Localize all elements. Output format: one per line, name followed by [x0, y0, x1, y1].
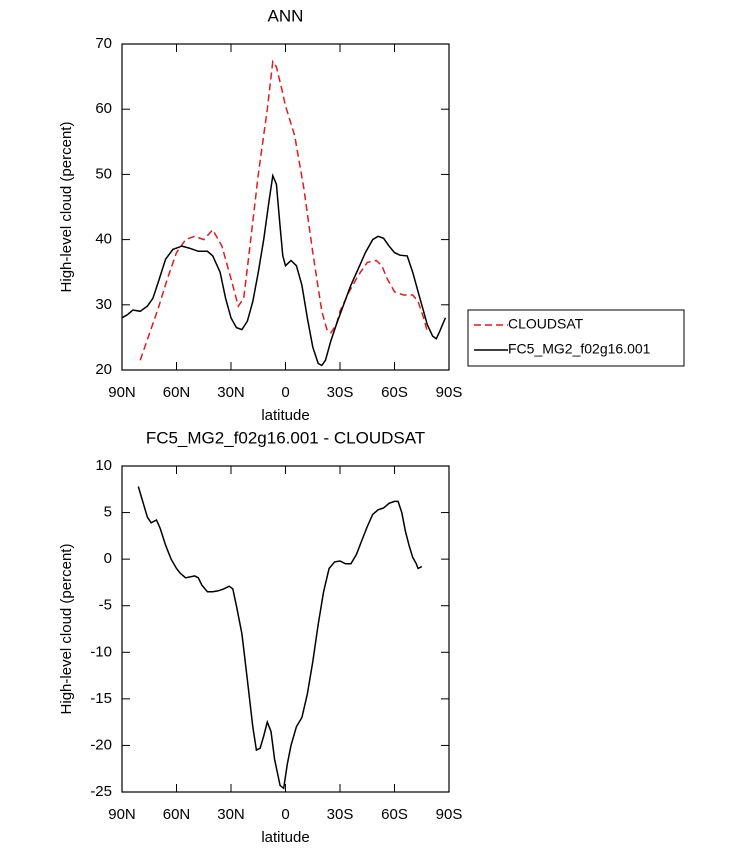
legend-label: FC5_MG2_f02g16.001: [508, 341, 651, 357]
x-tick-label: 60S: [381, 384, 408, 401]
y-tick-label: 5: [104, 504, 112, 521]
plot-frame: [121, 465, 450, 793]
x-tick-label: 0: [281, 384, 289, 401]
x-tick-label: 90N: [108, 806, 136, 823]
y-tick-label: -10: [90, 643, 112, 660]
x-tick-label: 60N: [163, 806, 191, 823]
x-tick-label: 30S: [327, 384, 354, 401]
y-tick-label: 60: [95, 100, 112, 117]
data-line: [121, 172, 447, 367]
x-tick-label: 30N: [217, 806, 245, 823]
chart-title: ANN: [268, 6, 304, 25]
y-tick-label: -5: [99, 597, 112, 614]
x-tick-label: 90N: [108, 384, 136, 401]
x-tick-label: 0: [281, 806, 289, 823]
plot-frame: [121, 43, 450, 371]
y-axis-label: High-level cloud (percent): [58, 122, 75, 293]
x-tick-label: 30S: [327, 806, 354, 823]
data-line: [137, 486, 423, 790]
y-tick-label: 10: [95, 457, 112, 474]
y-tick-label: 40: [95, 231, 112, 248]
x-tick-label: 60N: [163, 384, 191, 401]
x-tick-label: 90S: [436, 806, 463, 823]
legend-label: CLOUDSAT: [508, 316, 584, 332]
y-tick-label: 70: [95, 35, 112, 52]
y-tick-label: 50: [95, 165, 112, 182]
x-axis-label: latitude: [261, 407, 309, 424]
y-tick-label: -20: [90, 736, 112, 753]
x-axis-label: latitude: [261, 829, 309, 846]
y-tick-label: -15: [90, 690, 112, 707]
x-tick-label: 30N: [217, 384, 245, 401]
y-tick-label: -25: [90, 783, 112, 800]
chart-title: FC5_MG2_f02g16.001 - CLOUDSAT: [146, 428, 425, 447]
data-line: [139, 59, 428, 361]
y-axis-label: High-level cloud (percent): [58, 544, 75, 715]
y-tick-label: 20: [95, 361, 112, 378]
x-tick-label: 60S: [381, 806, 408, 823]
x-tick-label: 90S: [436, 384, 463, 401]
y-tick-label: 30: [95, 296, 112, 313]
legend-box: [467, 309, 685, 367]
y-tick-label: 0: [104, 550, 112, 567]
